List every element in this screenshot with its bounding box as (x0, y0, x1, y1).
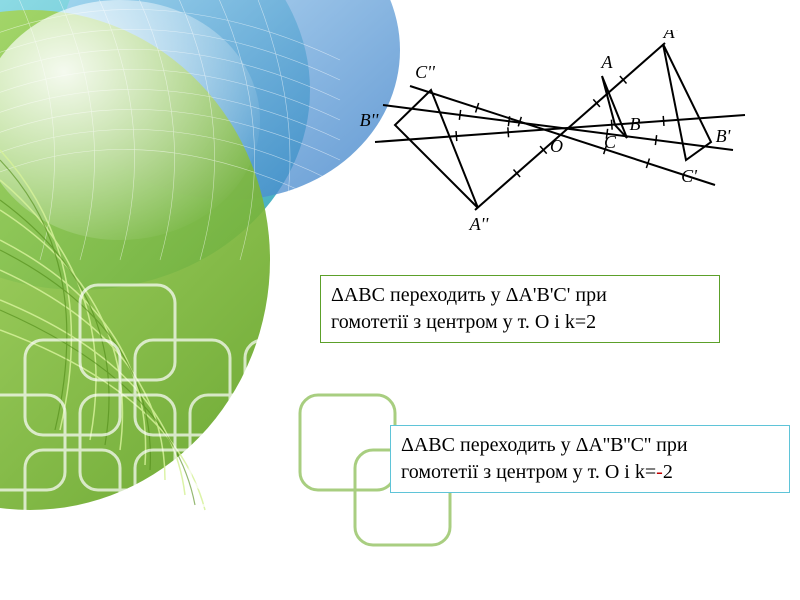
svg-text:A: A (601, 52, 614, 72)
svg-text:C'': C'' (415, 62, 436, 82)
caption-line: гомотетії з центром у т. O і k=2 (331, 309, 709, 336)
svg-text:A': A' (663, 30, 680, 42)
svg-text:C': C' (681, 166, 698, 186)
svg-text:B: B (630, 114, 641, 134)
caption-line: ΔABC переходить у ΔA'B'C' при (331, 282, 709, 309)
caption-box-1: ΔABC переходить у ΔA'B'C' пригомотетії з… (320, 275, 720, 343)
geometry-diagram: A BC A' B' C' A'' B'' C'' O (355, 30, 755, 230)
svg-text:B': B' (716, 126, 732, 146)
svg-text:A'': A'' (469, 214, 490, 230)
caption-line: гомотетії з центром у т. O і k=-2 (401, 459, 779, 486)
caption-box-2: ΔABC переходить у ΔA''B''C'' пригомотеті… (390, 425, 790, 493)
svg-text:O: O (550, 136, 563, 156)
svg-text:B'': B'' (360, 110, 380, 130)
svg-text:C: C (604, 132, 617, 152)
slide: A BC A' B' C' A'' B'' C'' O ΔABC переходить у ΔA… (0, 0, 800, 600)
caption-line: ΔABC переходить у ΔA''B''C'' при (401, 432, 779, 459)
